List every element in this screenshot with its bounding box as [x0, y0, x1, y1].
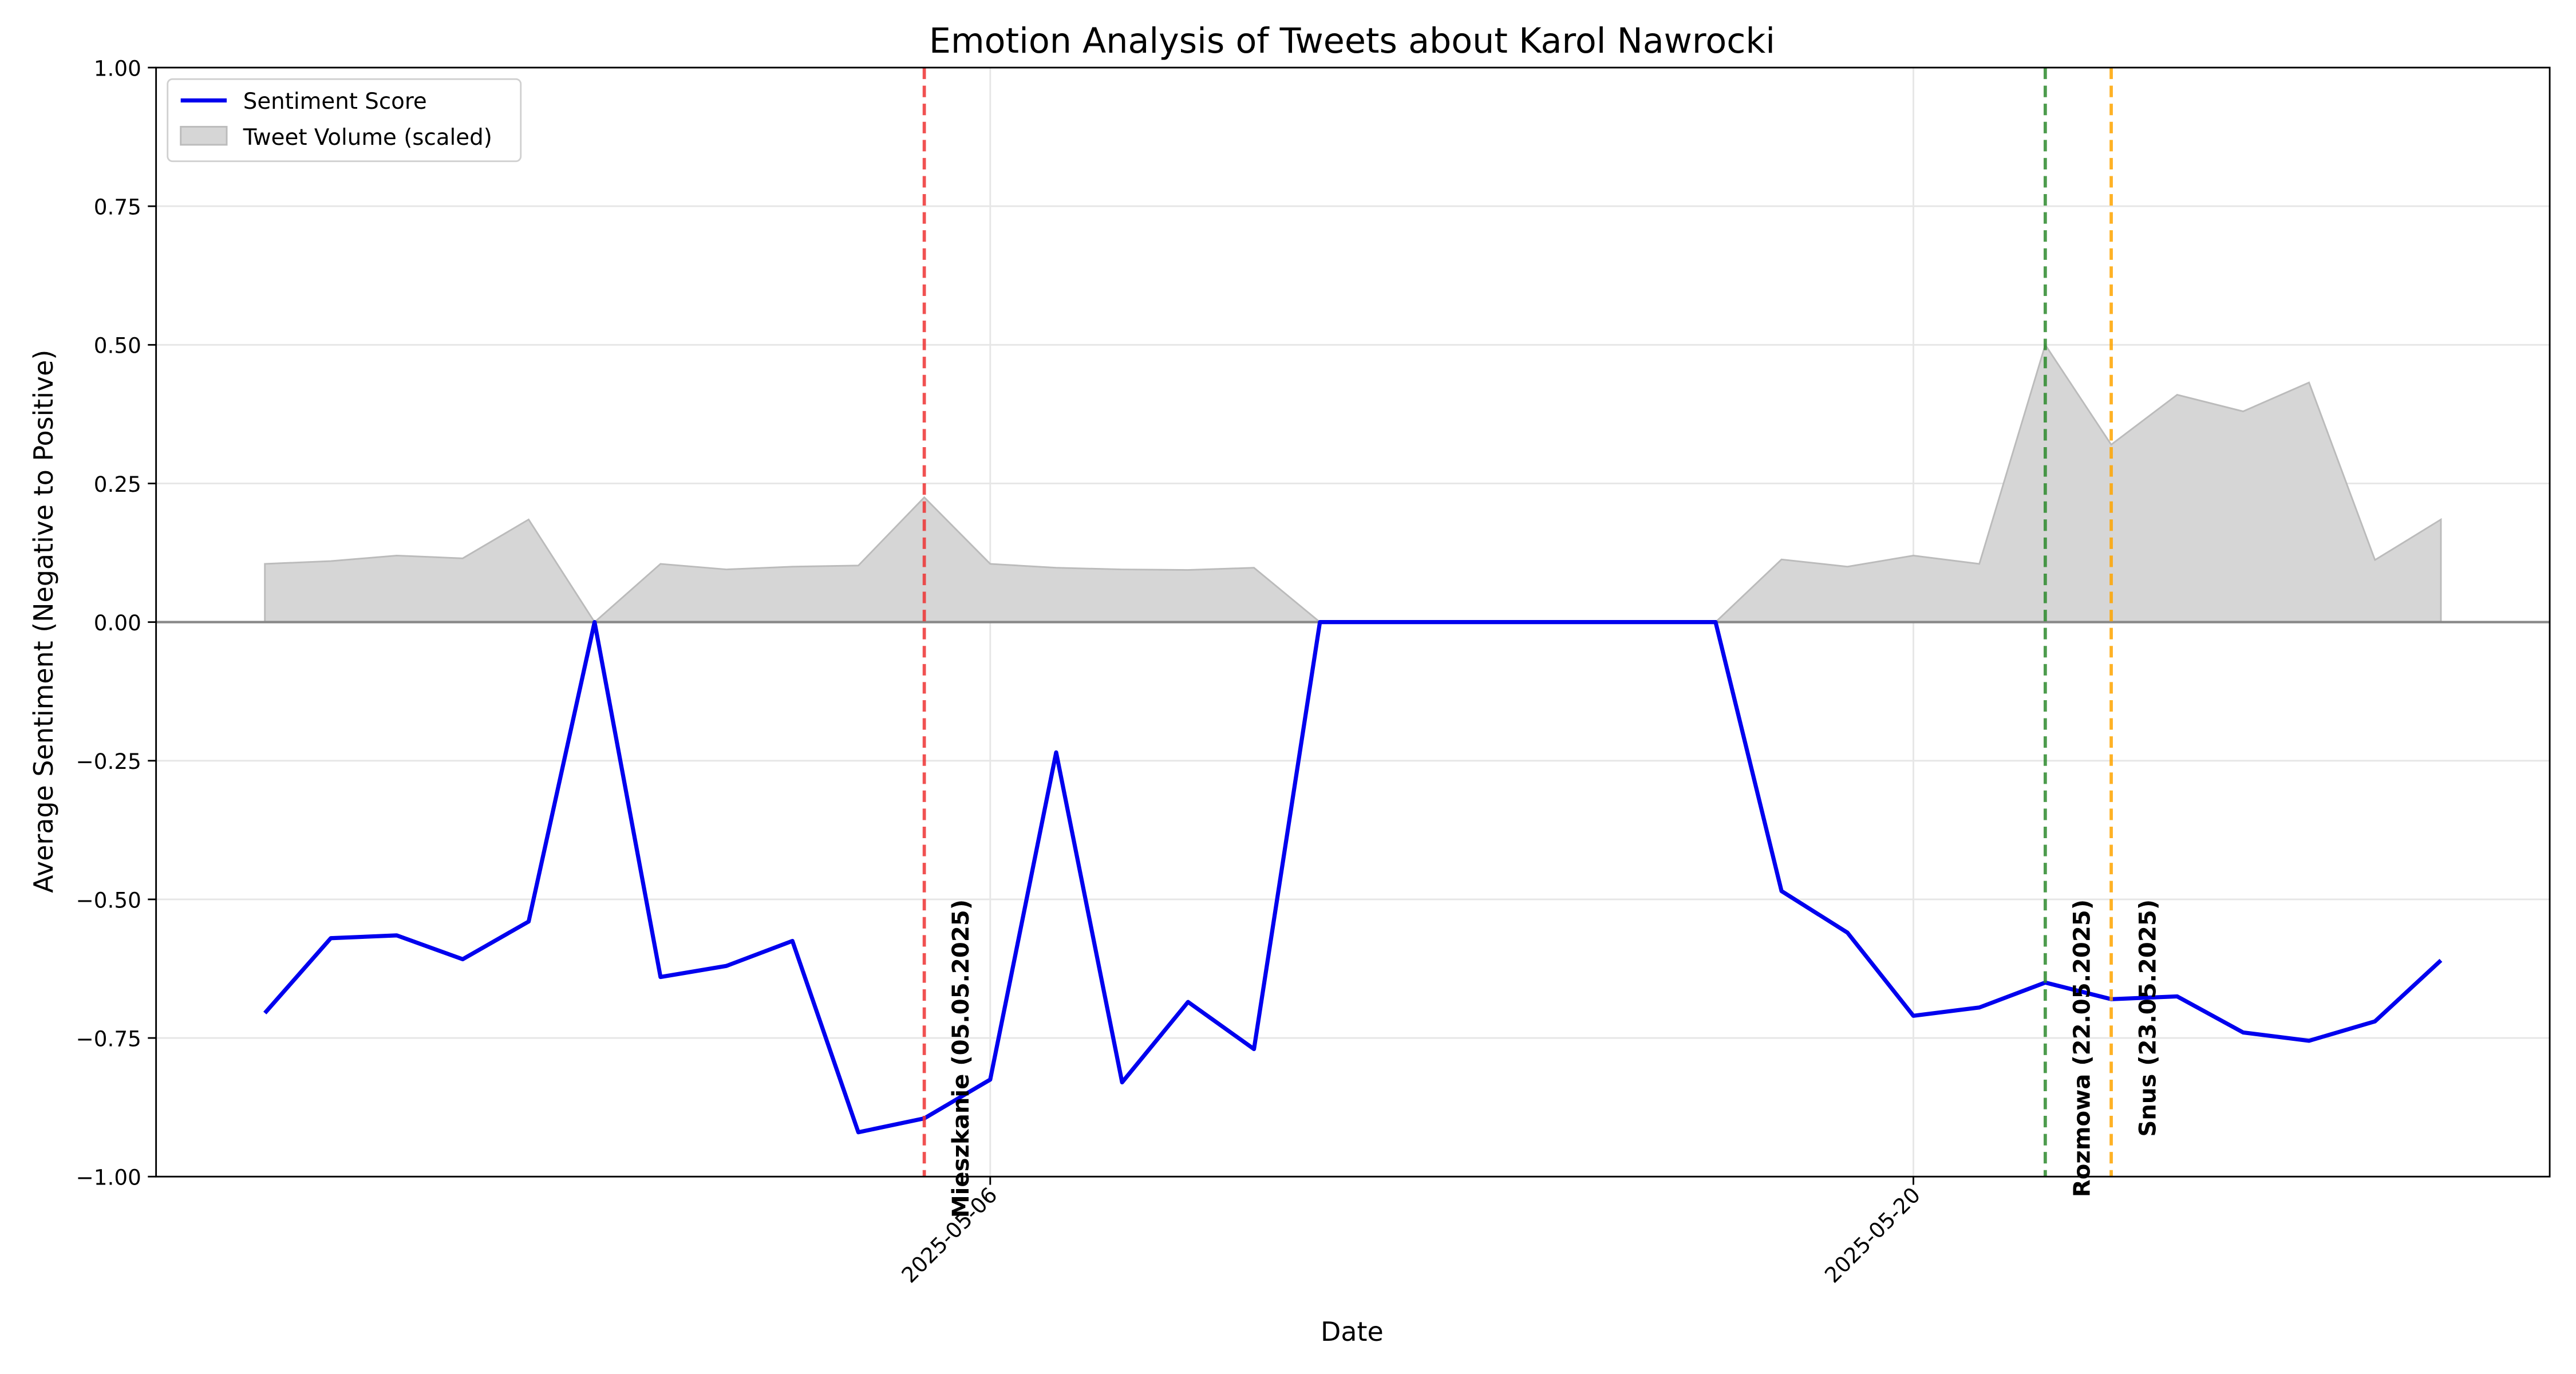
event-label: Snus (23.05.2025) — [2135, 899, 2162, 1137]
legend: Sentiment Score Tweet Volume (scaled) — [167, 78, 522, 163]
x-axis-label: Date — [1321, 1316, 1384, 1347]
legend-label: Tweet Volume (scaled) — [243, 125, 492, 151]
y-tick-label: 0.50 — [94, 333, 141, 358]
event-label: Rozmowa (22.05.2025) — [2069, 899, 2095, 1197]
y-tick-label: 0.00 — [94, 610, 141, 635]
y-tick-label: 1.00 — [94, 56, 141, 81]
chart-title: Emotion Analysis of Tweets about Karol N… — [929, 21, 1775, 61]
y-tick-label: −0.75 — [76, 1026, 141, 1051]
y-tick-label: −0.25 — [76, 749, 141, 774]
legend-swatch — [180, 125, 228, 146]
sentiment-line — [263, 620, 2443, 1135]
y-tick-label: 0.25 — [94, 472, 141, 497]
event-label: Mieszkanie (05.05.2025) — [948, 899, 974, 1218]
y-axis-label: Average Sentiment (Negative to Positive) — [28, 350, 59, 893]
y-tick-label: −0.50 — [76, 887, 141, 913]
y-tick-label: −1.00 — [76, 1165, 141, 1190]
x-tick-label: 2025-05-20 — [1820, 1182, 1925, 1288]
legend-label: Sentiment Score — [243, 89, 427, 114]
plot-frame — [155, 66, 2551, 1178]
legend-box — [167, 78, 522, 163]
y-tick-label: 0.75 — [94, 195, 141, 220]
